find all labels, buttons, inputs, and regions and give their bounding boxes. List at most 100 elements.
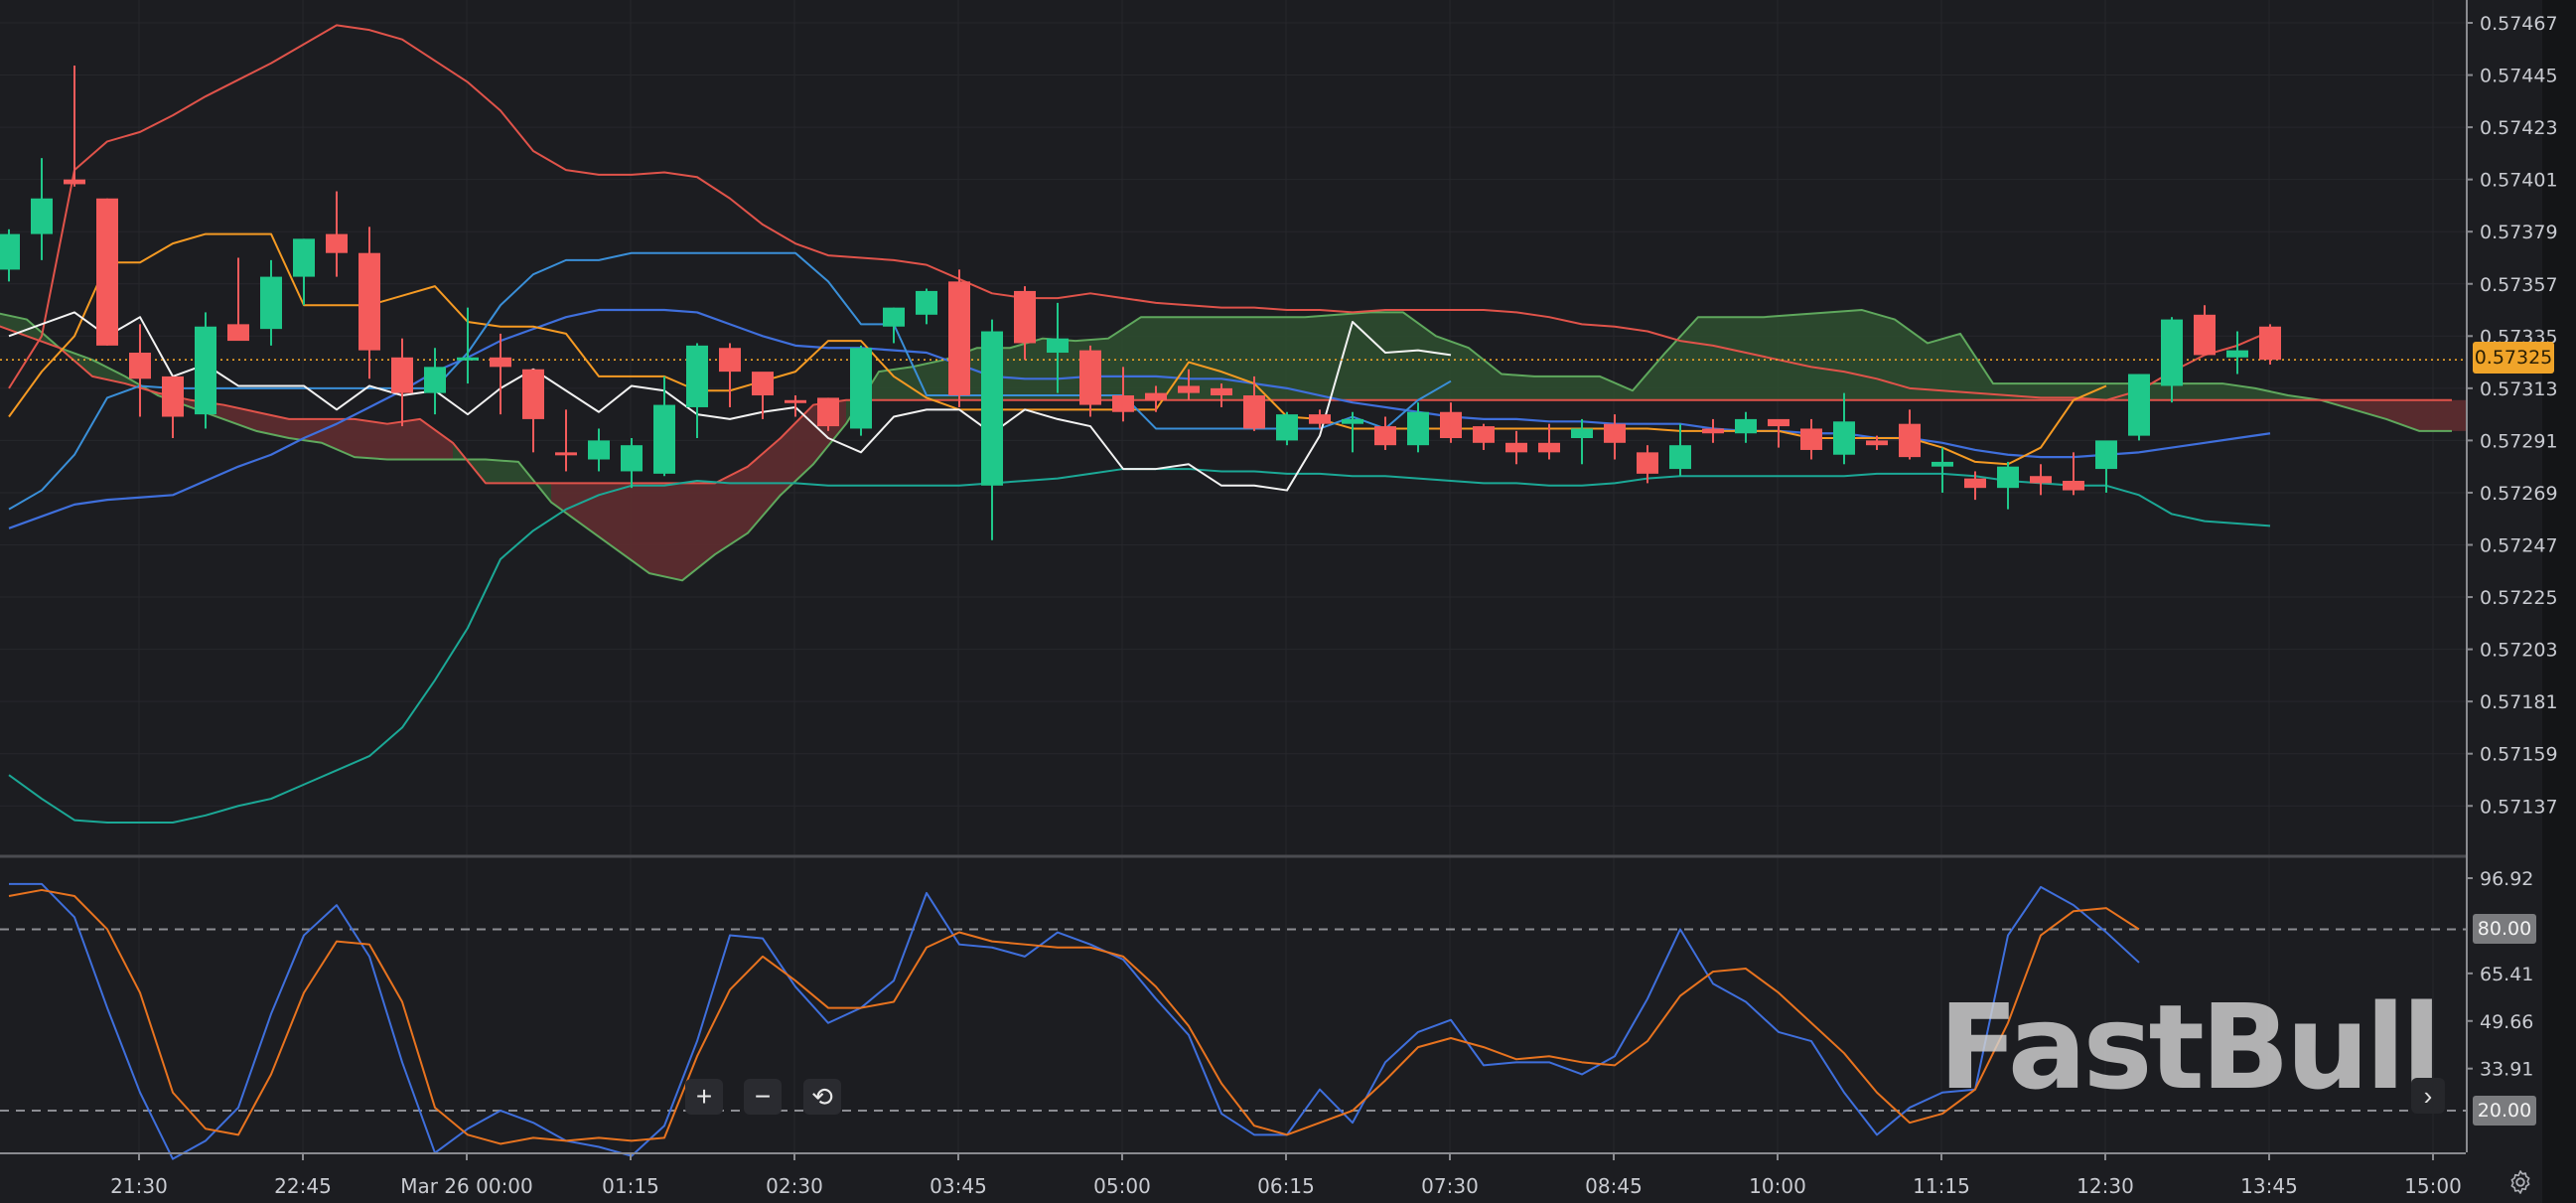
candle[interactable] <box>1276 411 1298 446</box>
candle[interactable] <box>1800 418 1822 460</box>
candle[interactable] <box>358 226 380 379</box>
candle[interactable] <box>1538 423 1560 460</box>
candle[interactable] <box>162 376 184 439</box>
candle[interactable] <box>0 228 20 282</box>
candle-body <box>817 397 839 427</box>
candle[interactable] <box>1178 369 1200 400</box>
price-axis-label: 0.57181 <box>2480 691 2558 713</box>
candle[interactable] <box>2063 452 2084 496</box>
candle[interactable] <box>817 397 839 431</box>
candle[interactable] <box>31 158 53 260</box>
candle[interactable] <box>2030 464 2052 496</box>
candle[interactable] <box>2226 331 2248 375</box>
candle[interactable] <box>490 333 511 415</box>
candle[interactable] <box>916 288 937 325</box>
candle[interactable] <box>260 259 282 346</box>
cloud-segment <box>256 411 289 439</box>
candle[interactable] <box>850 345 872 436</box>
candle[interactable] <box>2128 374 2150 441</box>
candle[interactable] <box>1374 416 1396 450</box>
candle[interactable] <box>1047 302 1069 393</box>
candle[interactable] <box>588 428 610 472</box>
candle[interactable] <box>1932 447 1953 493</box>
candle[interactable] <box>457 307 479 384</box>
price-axis-label: 0.57357 <box>2480 274 2558 296</box>
candle[interactable] <box>1014 286 1036 361</box>
reset-zoom-button[interactable]: ⟲ <box>803 1079 841 1115</box>
candle[interactable] <box>785 395 806 417</box>
candle[interactable] <box>1243 376 1265 431</box>
candle[interactable] <box>1440 402 1462 443</box>
candle-body <box>391 357 413 393</box>
candle[interactable] <box>1112 367 1134 422</box>
candle[interactable] <box>195 312 216 429</box>
candle[interactable] <box>1833 392 1855 465</box>
candle[interactable] <box>719 343 741 407</box>
candle[interactable] <box>227 257 249 342</box>
candle-body <box>1637 452 1658 474</box>
scroll-right-button[interactable]: › <box>2411 1078 2445 1114</box>
candle[interactable] <box>1637 445 1658 484</box>
price-axis-label: 0.57247 <box>2480 535 2558 557</box>
candle[interactable] <box>1342 411 1363 453</box>
candle[interactable] <box>686 343 708 439</box>
zoom-out-button[interactable]: − <box>744 1079 782 1115</box>
candle[interactable] <box>391 338 413 427</box>
candle[interactable] <box>1145 385 1167 412</box>
candle[interactable] <box>293 238 315 306</box>
candle[interactable] <box>2095 440 2117 493</box>
cloud-segment <box>1928 333 1960 400</box>
gear-icon[interactable] <box>2506 1168 2534 1196</box>
candle[interactable] <box>129 324 151 417</box>
candle[interactable] <box>2194 305 2216 356</box>
chevron-right-icon: › <box>2423 1080 2433 1111</box>
price-axis-label: 0.57379 <box>2480 222 2558 243</box>
candle-body <box>326 233 348 253</box>
candle[interactable] <box>1997 461 2019 510</box>
candle[interactable] <box>1702 418 1724 443</box>
cloud-segment <box>1010 338 1043 400</box>
candle-body <box>1440 411 1462 439</box>
candle[interactable] <box>1473 423 1495 450</box>
candle[interactable] <box>1407 402 1429 453</box>
candle[interactable] <box>1669 423 1691 477</box>
candle[interactable] <box>1866 435 1888 450</box>
price-axis-label: 0.57423 <box>2480 117 2558 139</box>
cloud-segment <box>1338 312 1370 400</box>
candle[interactable] <box>2259 324 2281 365</box>
cloud-segment <box>2255 387 2288 400</box>
candle-body <box>358 252 380 351</box>
candle[interactable] <box>883 307 905 344</box>
candle[interactable] <box>1768 418 1789 448</box>
candle[interactable] <box>1309 409 1331 429</box>
candle[interactable] <box>981 319 1003 540</box>
zoom-in-button[interactable]: + <box>685 1079 723 1115</box>
candle[interactable] <box>1571 418 1593 465</box>
candle[interactable] <box>653 376 675 477</box>
candle[interactable] <box>1505 430 1527 465</box>
candle[interactable] <box>1079 345 1101 417</box>
candle[interactable] <box>522 369 544 453</box>
candle[interactable] <box>752 372 774 419</box>
candle[interactable] <box>555 409 577 472</box>
candle[interactable] <box>1211 383 1232 407</box>
candle[interactable] <box>948 269 970 407</box>
candle[interactable] <box>326 191 348 277</box>
candle[interactable] <box>2161 317 2183 403</box>
candle-body <box>1047 338 1069 354</box>
candle[interactable] <box>96 198 118 346</box>
candle[interactable] <box>1735 411 1757 443</box>
conversion-line <box>8 311 1452 492</box>
candle[interactable] <box>1899 409 1921 460</box>
cloud-segment <box>1370 312 1403 400</box>
time-axis-label: 01:15 <box>602 1174 659 1198</box>
candle[interactable] <box>1604 414 1626 460</box>
candle[interactable] <box>621 438 643 489</box>
cloud-segment <box>682 483 715 581</box>
candle[interactable] <box>1964 471 1986 501</box>
candle[interactable] <box>424 348 446 415</box>
candle[interactable] <box>64 65 85 187</box>
cloud-segment <box>486 459 518 484</box>
